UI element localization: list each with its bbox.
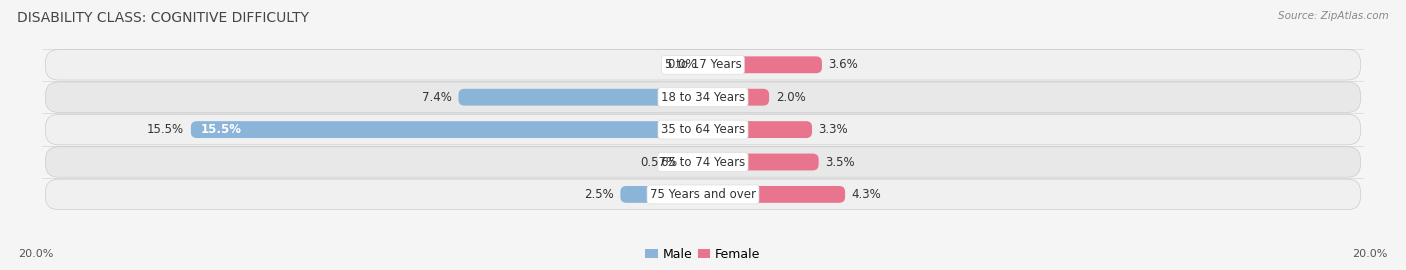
FancyBboxPatch shape bbox=[703, 154, 818, 170]
FancyBboxPatch shape bbox=[703, 56, 823, 73]
Text: 75 Years and over: 75 Years and over bbox=[650, 188, 756, 201]
Text: 18 to 34 Years: 18 to 34 Years bbox=[661, 91, 745, 104]
FancyBboxPatch shape bbox=[45, 147, 1361, 177]
FancyBboxPatch shape bbox=[45, 114, 1361, 145]
FancyBboxPatch shape bbox=[45, 50, 1361, 80]
FancyBboxPatch shape bbox=[703, 186, 845, 203]
Text: 3.6%: 3.6% bbox=[828, 58, 858, 71]
Text: 20.0%: 20.0% bbox=[18, 249, 53, 259]
Text: 4.3%: 4.3% bbox=[852, 188, 882, 201]
Text: 0.0%: 0.0% bbox=[666, 58, 696, 71]
Text: 0.57%: 0.57% bbox=[641, 156, 678, 168]
FancyBboxPatch shape bbox=[703, 89, 769, 106]
FancyBboxPatch shape bbox=[685, 154, 703, 170]
Text: 15.5%: 15.5% bbox=[201, 123, 242, 136]
Text: 15.5%: 15.5% bbox=[148, 123, 184, 136]
Text: 35 to 64 Years: 35 to 64 Years bbox=[661, 123, 745, 136]
FancyBboxPatch shape bbox=[620, 186, 703, 203]
FancyBboxPatch shape bbox=[703, 121, 813, 138]
Text: 3.5%: 3.5% bbox=[825, 156, 855, 168]
Text: 2.0%: 2.0% bbox=[776, 91, 806, 104]
FancyBboxPatch shape bbox=[191, 121, 703, 138]
Text: 20.0%: 20.0% bbox=[1353, 249, 1388, 259]
FancyBboxPatch shape bbox=[45, 82, 1361, 112]
Text: 2.5%: 2.5% bbox=[583, 188, 614, 201]
Legend: Male, Female: Male, Female bbox=[641, 243, 765, 266]
Text: 5 to 17 Years: 5 to 17 Years bbox=[665, 58, 741, 71]
Text: 3.3%: 3.3% bbox=[818, 123, 848, 136]
Text: DISABILITY CLASS: COGNITIVE DIFFICULTY: DISABILITY CLASS: COGNITIVE DIFFICULTY bbox=[17, 11, 309, 25]
FancyBboxPatch shape bbox=[458, 89, 703, 106]
Text: 7.4%: 7.4% bbox=[422, 91, 451, 104]
FancyBboxPatch shape bbox=[45, 179, 1361, 210]
Text: 65 to 74 Years: 65 to 74 Years bbox=[661, 156, 745, 168]
Text: Source: ZipAtlas.com: Source: ZipAtlas.com bbox=[1278, 11, 1389, 21]
FancyBboxPatch shape bbox=[697, 56, 703, 73]
